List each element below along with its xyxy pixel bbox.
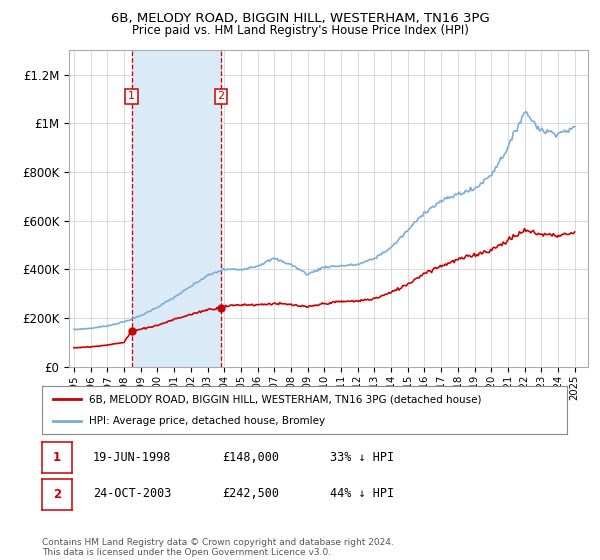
Text: £242,500: £242,500 bbox=[222, 487, 279, 501]
Text: £148,000: £148,000 bbox=[222, 451, 279, 464]
Text: 19-JUN-1998: 19-JUN-1998 bbox=[93, 451, 172, 464]
Text: Contains HM Land Registry data © Crown copyright and database right 2024.
This d: Contains HM Land Registry data © Crown c… bbox=[42, 538, 394, 557]
Text: 1: 1 bbox=[128, 91, 135, 101]
Text: 2: 2 bbox=[53, 488, 61, 501]
Text: Price paid vs. HM Land Registry's House Price Index (HPI): Price paid vs. HM Land Registry's House … bbox=[131, 24, 469, 36]
Text: 24-OCT-2003: 24-OCT-2003 bbox=[93, 487, 172, 501]
Text: 33% ↓ HPI: 33% ↓ HPI bbox=[330, 451, 394, 464]
Text: 1: 1 bbox=[53, 451, 61, 464]
Text: 44% ↓ HPI: 44% ↓ HPI bbox=[330, 487, 394, 501]
Text: 6B, MELODY ROAD, BIGGIN HILL, WESTERHAM, TN16 3PG (detached house): 6B, MELODY ROAD, BIGGIN HILL, WESTERHAM,… bbox=[89, 394, 482, 404]
Text: HPI: Average price, detached house, Bromley: HPI: Average price, detached house, Brom… bbox=[89, 416, 325, 426]
Text: 6B, MELODY ROAD, BIGGIN HILL, WESTERHAM, TN16 3PG: 6B, MELODY ROAD, BIGGIN HILL, WESTERHAM,… bbox=[110, 12, 490, 25]
Text: 2: 2 bbox=[217, 91, 224, 101]
Bar bbox=[132, 50, 221, 367]
